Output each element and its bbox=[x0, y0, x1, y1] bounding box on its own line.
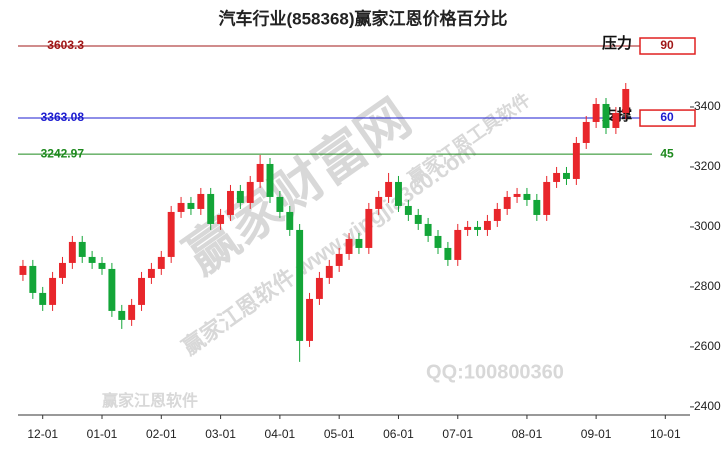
candle-body bbox=[286, 211, 294, 230]
candle-body bbox=[88, 256, 96, 263]
candle-body bbox=[335, 253, 343, 266]
y-tick-label: 3000 bbox=[694, 219, 721, 233]
candle-body bbox=[404, 205, 412, 215]
x-tick-label: 02-01 bbox=[146, 427, 177, 441]
chart-title: 汽车行业(858368)赢家江恩价格百分比 bbox=[218, 8, 507, 28]
candle-body bbox=[296, 229, 304, 341]
candle-body bbox=[385, 181, 393, 197]
level-box bbox=[639, 109, 696, 127]
x-tick-label: 10-01 bbox=[650, 427, 681, 441]
candle-body bbox=[39, 292, 47, 305]
x-tick-label: 07-01 bbox=[442, 427, 473, 441]
level-value-label: 3363.08 bbox=[41, 110, 85, 124]
candle-body bbox=[424, 223, 432, 236]
candle-body bbox=[474, 226, 481, 230]
candle-body bbox=[246, 181, 254, 203]
level-percent: 45 bbox=[660, 146, 674, 160]
candle-body bbox=[187, 202, 195, 209]
y-tick-label: 3400 bbox=[694, 99, 721, 113]
level-value-label: 3242.97 bbox=[41, 146, 85, 160]
candle-body bbox=[612, 112, 620, 128]
candle-body bbox=[49, 277, 57, 305]
candle-body bbox=[563, 172, 570, 179]
watermark: QQ:100800360 bbox=[426, 361, 564, 383]
level-box bbox=[639, 37, 696, 55]
candle-body bbox=[167, 211, 175, 257]
candle-body bbox=[444, 247, 452, 260]
x-tick-label: 09-01 bbox=[581, 427, 612, 441]
x-tick-label: 12-01 bbox=[27, 427, 58, 441]
candle-body bbox=[464, 226, 472, 230]
candle-body bbox=[434, 235, 442, 248]
candle-body bbox=[572, 142, 580, 179]
candle-body bbox=[533, 199, 541, 215]
candle-body bbox=[582, 121, 590, 143]
candle-body bbox=[622, 88, 630, 113]
x-tick-label: 06-01 bbox=[383, 427, 414, 441]
candle-body bbox=[68, 241, 76, 263]
candle-body bbox=[503, 196, 511, 209]
y-tick-label: 3200 bbox=[694, 159, 721, 173]
candle-body bbox=[147, 268, 155, 278]
candle-body bbox=[227, 190, 234, 215]
candle-body bbox=[78, 241, 86, 257]
candle-body bbox=[59, 262, 66, 278]
candle-body bbox=[454, 229, 462, 260]
candle-body bbox=[483, 220, 491, 230]
candle-body bbox=[602, 103, 610, 128]
candle-body bbox=[128, 304, 136, 320]
candle-body bbox=[29, 265, 37, 293]
watermark: 赢家江恩工具软件 bbox=[404, 89, 534, 189]
candle-body bbox=[365, 208, 373, 248]
candle-body bbox=[325, 265, 333, 278]
candle-body bbox=[19, 265, 27, 275]
candle-body bbox=[592, 103, 600, 122]
candle-body bbox=[276, 196, 284, 212]
x-tick-label: 05-01 bbox=[324, 427, 355, 441]
level-tag: 压力 bbox=[602, 34, 632, 52]
x-tick-label: 08-01 bbox=[512, 427, 543, 441]
candle-body bbox=[414, 214, 422, 224]
candle-body bbox=[256, 163, 264, 182]
candle-body bbox=[138, 277, 145, 305]
x-tick-label: 04-01 bbox=[265, 427, 296, 441]
candle-body bbox=[217, 214, 225, 224]
candle-body bbox=[197, 193, 205, 209]
level-percent: 90 bbox=[660, 38, 674, 52]
candle-body bbox=[306, 298, 313, 341]
candle-body bbox=[177, 202, 185, 212]
level-value-label: 3603.3 bbox=[47, 38, 84, 52]
candle-body bbox=[207, 193, 215, 224]
watermark: 赢家江恩软件 bbox=[102, 391, 198, 410]
y-tick-label: 2600 bbox=[694, 339, 721, 353]
candle-body bbox=[236, 190, 244, 203]
candle-body bbox=[493, 208, 501, 221]
candle-body bbox=[543, 181, 551, 215]
candle-body bbox=[395, 181, 402, 206]
candle-body bbox=[157, 256, 165, 269]
candle-body bbox=[553, 172, 561, 182]
candle-body bbox=[523, 193, 531, 200]
y-tick-label: 2400 bbox=[694, 399, 721, 413]
candle-body bbox=[355, 238, 363, 248]
candle-body bbox=[375, 196, 383, 209]
candle-body bbox=[513, 193, 521, 197]
level-percent: 60 bbox=[660, 110, 674, 124]
candle-body bbox=[266, 163, 274, 197]
candle-body bbox=[315, 277, 323, 299]
candle-body bbox=[345, 238, 353, 254]
x-tick-label: 01-01 bbox=[87, 427, 118, 441]
candle-body bbox=[118, 310, 126, 320]
y-tick-label: 2800 bbox=[694, 279, 721, 293]
candle-body bbox=[108, 268, 116, 311]
candle-body bbox=[98, 262, 106, 269]
x-tick-label: 03-01 bbox=[205, 427, 236, 441]
